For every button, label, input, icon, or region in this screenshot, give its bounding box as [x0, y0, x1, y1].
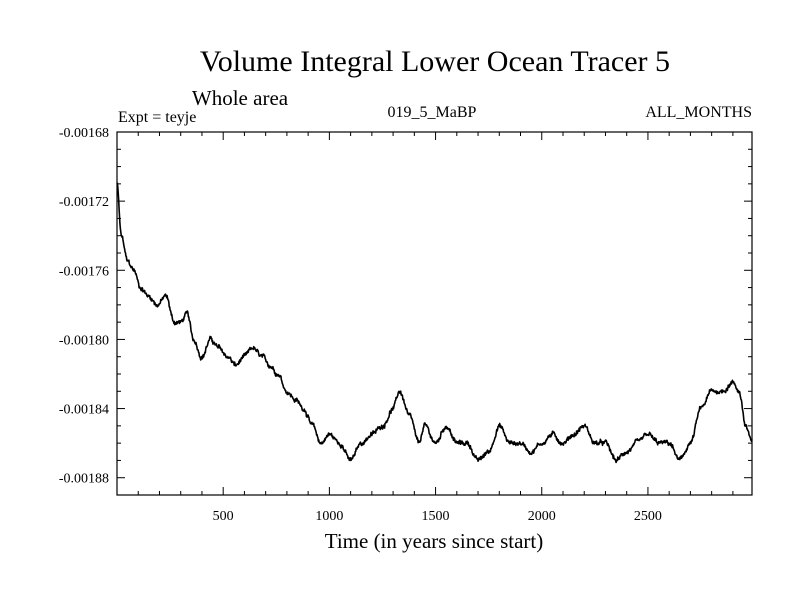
- x-tick-label: 2500: [634, 509, 662, 524]
- run-label: 019_5_MaBP: [388, 104, 477, 121]
- y-tick-label: -0.00172: [59, 195, 109, 210]
- series-line: [116, 182, 753, 464]
- x-tick-label: 2000: [528, 509, 556, 524]
- months-label: ALL_MONTHS: [645, 104, 752, 121]
- y-tick-label: -0.00180: [59, 333, 109, 348]
- chart-title: Volume Integral Lower Ocean Tracer 5: [200, 45, 670, 78]
- x-tick-label: 500: [213, 509, 234, 524]
- y-tick-label: -0.00168: [59, 126, 109, 141]
- x-tick-label: 1500: [422, 509, 450, 524]
- y-tick-label: -0.00188: [59, 472, 109, 487]
- plot-frame: [116, 131, 753, 496]
- axis-tick-labels: 500 1000 1500 2000 2500 -0.00168 -0.00172 -0.00…: [59, 126, 662, 524]
- y-tick-label: -0.00176: [59, 264, 109, 279]
- x-tick-label: 1000: [315, 509, 343, 524]
- y-tick-label: -0.00184: [59, 403, 109, 418]
- x-axis-label: Time (in years since start): [325, 529, 544, 553]
- chart-subtitle: Whole area: [192, 86, 289, 110]
- expt-label: Expt = teyje: [118, 109, 196, 126]
